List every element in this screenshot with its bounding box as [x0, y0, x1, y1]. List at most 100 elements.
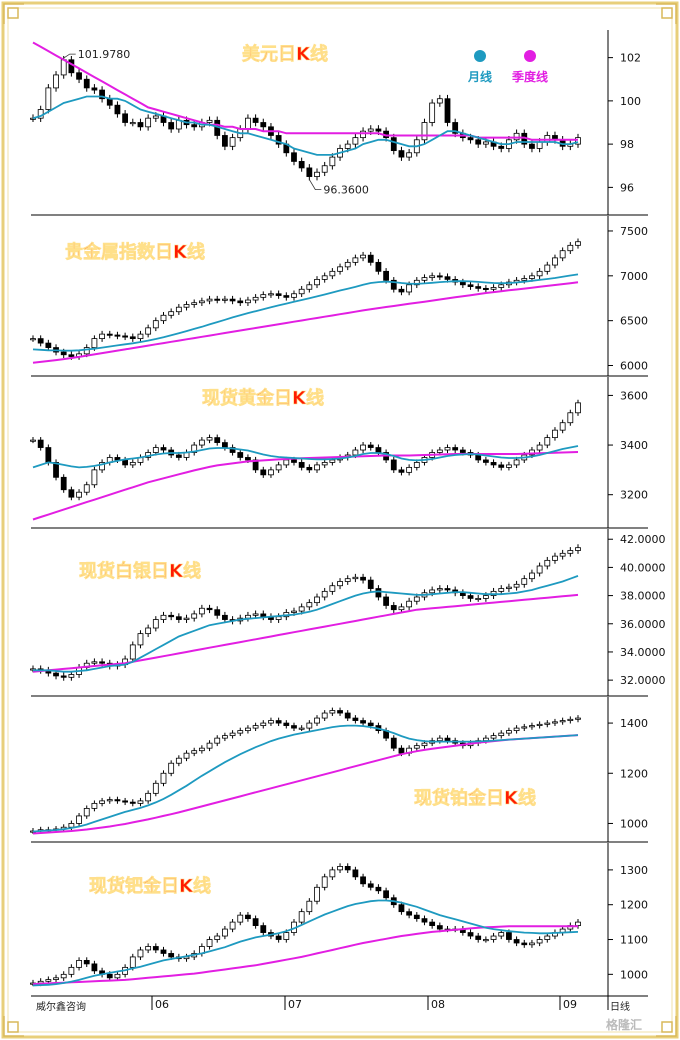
candle-up [298, 606, 305, 612]
legend-label: 月线 [467, 69, 492, 84]
candle-down [375, 128, 382, 132]
candle-up [152, 320, 159, 329]
annotation-label: 96.3600 [323, 184, 369, 197]
candle-down [352, 717, 359, 721]
candle-down [306, 466, 313, 471]
y-tick-label: 42.0000 [620, 533, 666, 546]
candle-up [321, 462, 328, 466]
candle-up [83, 807, 90, 817]
candle-up [91, 469, 98, 486]
candle-up [214, 935, 221, 940]
candle-down [175, 616, 182, 620]
y-tick-label: 102 [620, 52, 641, 65]
candle-up [421, 277, 428, 281]
candle-up [344, 261, 351, 268]
panel-3: 3200 3400 3600 现货黄金日K线 [30, 377, 648, 529]
candle-up [229, 921, 236, 930]
candle-down [53, 462, 59, 478]
month-line [32, 899, 579, 987]
candle-up [175, 306, 182, 313]
candle-down [37, 439, 44, 448]
candle-up [344, 143, 351, 149]
candle-down [467, 284, 474, 287]
candle-up [30, 338, 36, 341]
candle-up [306, 900, 313, 913]
candle-up [245, 299, 251, 304]
legend-month-marker [474, 50, 486, 62]
candle-up [498, 284, 505, 288]
candle-up [291, 610, 297, 613]
candle-down [275, 720, 282, 724]
candle-up [552, 721, 558, 724]
candle-up [183, 304, 190, 308]
panel-title: 现货黄金日K线 [202, 387, 324, 409]
candle-up [360, 130, 366, 139]
candle-up [436, 588, 443, 591]
candle-down [275, 135, 282, 145]
candle-up [567, 550, 574, 554]
candle-down [337, 710, 343, 714]
y-tick-label: 1300 [620, 864, 648, 877]
candle-down [160, 447, 167, 451]
x-tick-label: 08 [431, 998, 445, 1011]
candle-down [398, 747, 405, 754]
candle-up [360, 444, 366, 451]
quarter-line [32, 281, 579, 364]
candle-up [544, 135, 551, 143]
candle-down [99, 661, 105, 664]
candle-up [314, 886, 320, 902]
candle-up [329, 869, 336, 878]
panel-6: 1000 1100 1200 1300 现货钯金日K线 [30, 843, 648, 997]
candle-down [76, 72, 82, 80]
candle-down [175, 454, 182, 458]
y-tick-label: 1000 [620, 817, 648, 830]
candle-down [360, 720, 366, 724]
candle-up [68, 823, 75, 828]
candle-up [145, 946, 152, 951]
month-line [32, 273, 579, 352]
candle-down [99, 89, 105, 100]
candle-up [490, 287, 497, 290]
x-tick-label: 06 [155, 998, 169, 1011]
candle-up [575, 547, 581, 551]
y-tick-label: 38.0000 [620, 590, 666, 603]
candle-up [129, 956, 136, 968]
candle-down [398, 904, 405, 913]
candle-down [475, 935, 482, 940]
candle-up [498, 932, 505, 937]
candle-up [99, 800, 105, 804]
candle-down [291, 725, 297, 729]
candle-up [145, 117, 152, 128]
candle-up [575, 717, 581, 720]
candle-up [198, 300, 205, 304]
candle-down [398, 288, 405, 293]
candle-up [275, 464, 282, 471]
candle-up [529, 275, 535, 279]
candle-up [314, 596, 320, 604]
candle-up [544, 722, 551, 725]
candle-up [544, 559, 551, 567]
candle-up [552, 555, 558, 561]
candle-up [129, 644, 136, 660]
candle-up [298, 911, 305, 923]
candle-up [91, 338, 98, 348]
candle-up [306, 602, 313, 608]
x-tick-label: 09 [563, 998, 577, 1011]
candle-up [298, 727, 305, 730]
period-label: 日线 [610, 1002, 630, 1013]
candle-down [260, 122, 267, 128]
candle-up [106, 799, 113, 802]
candle-up [406, 152, 413, 158]
candle-up [206, 119, 213, 123]
panel-4: 32.0000 34.0000 36.0000 38.0000 40.0000 42.00… [30, 529, 666, 697]
candle-down [91, 87, 98, 91]
candle-down [237, 300, 244, 304]
candle-down [68, 59, 75, 74]
candle-up [214, 737, 221, 744]
candle-up [76, 960, 82, 968]
candle-down [45, 342, 52, 348]
candle-up [314, 171, 320, 177]
y-tick-label: 3400 [620, 439, 648, 452]
candle-up [206, 437, 213, 441]
candle-up [275, 616, 282, 620]
